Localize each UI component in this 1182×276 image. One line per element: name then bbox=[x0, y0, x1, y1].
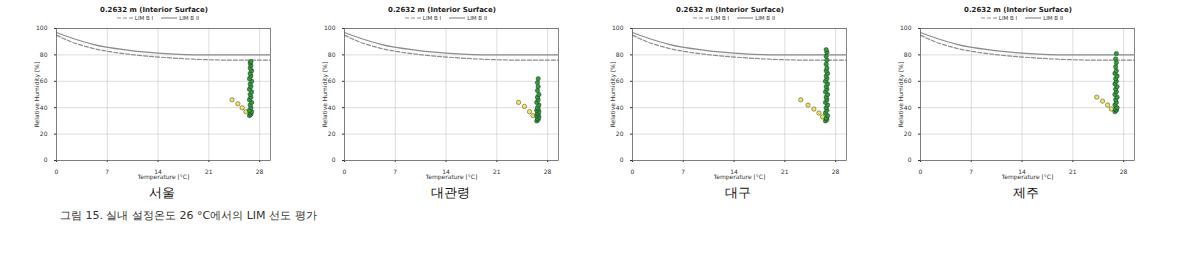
svg-text:20: 20 bbox=[40, 130, 48, 137]
svg-text:80: 80 bbox=[328, 51, 336, 58]
html-text:0.2632 m (Interior Surface): 0.2632 m (Interior Surface) bbox=[676, 6, 784, 14]
svg-text:20: 20 bbox=[328, 130, 336, 137]
html-text:제주: 제주 bbox=[1013, 185, 1039, 200]
svg-text:100: 100 bbox=[612, 24, 624, 31]
svg-text:0: 0 bbox=[44, 156, 48, 163]
svg-text:Temperature [°C]: Temperature [°C] bbox=[1001, 173, 1054, 181]
svg-text:28: 28 bbox=[1120, 168, 1128, 175]
svg-text:7: 7 bbox=[681, 168, 685, 175]
html-text:LIM B II: LIM B II bbox=[467, 15, 488, 21]
svg-text:100: 100 bbox=[900, 24, 912, 31]
svg-text:80: 80 bbox=[40, 51, 48, 58]
svg-text:21: 21 bbox=[493, 168, 501, 175]
svg-text:0: 0 bbox=[55, 168, 59, 175]
svg-text:0: 0 bbox=[332, 156, 336, 163]
html-text:대관령: 대관령 bbox=[430, 185, 470, 200]
svg-text:Temperature [°C]: Temperature [°C] bbox=[137, 173, 190, 181]
svg-text:Relative Humidity [%]: Relative Humidity [%] bbox=[321, 62, 329, 128]
svg-text:40: 40 bbox=[616, 104, 624, 111]
html-text:LIM B I: LIM B I bbox=[998, 15, 1018, 21]
svg-text:60: 60 bbox=[616, 77, 624, 84]
svg-text:0: 0 bbox=[343, 168, 347, 175]
svg-text:0: 0 bbox=[908, 156, 912, 163]
svg-text:Relative Humidity [%]: Relative Humidity [%] bbox=[33, 62, 41, 128]
html-text:0.2632 m (Interior Surface): 0.2632 m (Interior Surface) bbox=[964, 6, 1072, 14]
svg-text:14: 14 bbox=[730, 167, 738, 175]
html-text:서울: 서울 bbox=[149, 185, 175, 200]
svg-text:Relative Humidity [%]: Relative Humidity [%] bbox=[897, 62, 905, 128]
svg-text:0: 0 bbox=[919, 168, 923, 175]
svg-text:40: 40 bbox=[40, 104, 48, 111]
svg-text:100: 100 bbox=[324, 24, 336, 31]
svg-text:80: 80 bbox=[616, 51, 624, 58]
svg-text:21: 21 bbox=[781, 168, 789, 175]
svg-text:7: 7 bbox=[393, 168, 397, 175]
svg-text:14: 14 bbox=[442, 167, 450, 175]
html-text:대구: 대구 bbox=[725, 185, 751, 200]
svg-text:40: 40 bbox=[328, 104, 336, 111]
svg-text:28: 28 bbox=[256, 168, 264, 175]
svg-text:80: 80 bbox=[904, 51, 912, 58]
svg-text:14: 14 bbox=[154, 167, 162, 175]
html-text:LIM B I: LIM B I bbox=[422, 15, 442, 21]
svg-text:Relative Humidity [%]: Relative Humidity [%] bbox=[609, 62, 617, 128]
html-text:LIM B I: LIM B I bbox=[134, 15, 154, 21]
html-text:LIM B II: LIM B II bbox=[1043, 15, 1064, 21]
svg-text:21: 21 bbox=[205, 168, 213, 175]
svg-text:0: 0 bbox=[631, 168, 635, 175]
svg-text:Temperature [°C]: Temperature [°C] bbox=[713, 173, 766, 181]
html-text:LIM B II: LIM B II bbox=[755, 15, 776, 21]
svg-text:60: 60 bbox=[904, 77, 912, 84]
svg-text:7: 7 bbox=[969, 168, 973, 175]
svg-text:20: 20 bbox=[904, 130, 912, 137]
svg-text:14: 14 bbox=[1018, 167, 1026, 175]
svg-text:21: 21 bbox=[1069, 168, 1077, 175]
svg-text:20: 20 bbox=[616, 130, 624, 137]
svg-text:40: 40 bbox=[904, 104, 912, 111]
svg-text:60: 60 bbox=[40, 77, 48, 84]
html-text:LIM B II: LIM B II bbox=[179, 15, 200, 21]
html-text:0.2632 m (Interior Surface): 0.2632 m (Interior Surface) bbox=[388, 6, 496, 14]
svg-text:0: 0 bbox=[620, 156, 624, 163]
html-text:LIM B I: LIM B I bbox=[710, 15, 730, 21]
svg-text:28: 28 bbox=[832, 168, 840, 175]
svg-text:28: 28 bbox=[544, 168, 552, 175]
svg-text:60: 60 bbox=[328, 77, 336, 84]
html-text:0.2632 m (Interior Surface): 0.2632 m (Interior Surface) bbox=[100, 6, 208, 14]
svg-text:100: 100 bbox=[36, 24, 48, 31]
svg-text:7: 7 bbox=[105, 168, 109, 175]
svg-text:Temperature [°C]: Temperature [°C] bbox=[425, 173, 478, 181]
html-text:그림 15. 실내 설정온도 26 °C에서의 LIM 선도: 그림 15. 실내 설정온도 26 °C에서의 LIM 선도 평가 bbox=[60, 209, 317, 222]
